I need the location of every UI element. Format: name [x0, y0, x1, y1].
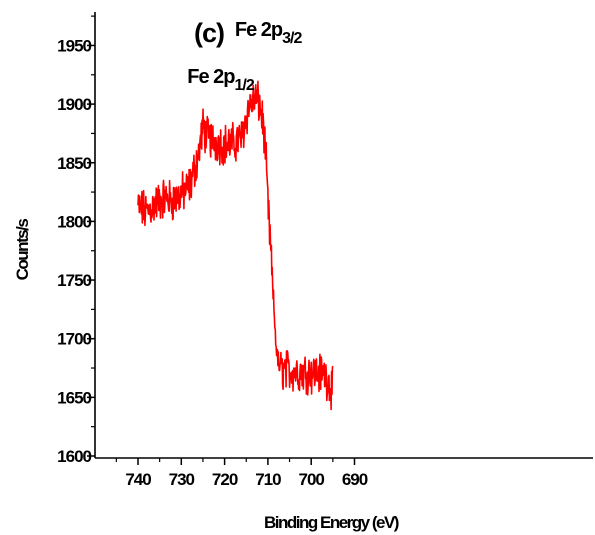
- y-tick-label: 1800: [57, 212, 91, 231]
- y-axis-title: Counts/s: [13, 219, 32, 281]
- panel-label: (c): [194, 18, 224, 48]
- y-tick-label: 1650: [57, 388, 91, 407]
- x-tick-label: 720: [212, 470, 238, 489]
- x-tick-label: 740: [125, 470, 151, 489]
- peak-label-sub: 3/2: [282, 30, 302, 47]
- y-tick-label: 1950: [57, 36, 91, 55]
- spectrum-line: [137, 80, 334, 411]
- x-tick-label: 710: [255, 470, 281, 489]
- peak-label-fe2p-1-2: Fe 2p1/2: [187, 66, 255, 94]
- x-tick-label: 730: [169, 470, 195, 489]
- x-tick-label: 690: [342, 470, 368, 489]
- plot-area: [137, 80, 334, 411]
- y-tick-label: 1700: [57, 330, 91, 349]
- y-tick-label: 1600: [57, 447, 91, 466]
- axes: [94, 12, 593, 459]
- peak-label-fe2p-3-2: Fe 2p3/2: [235, 19, 303, 47]
- x-axis-title: Binding Energy (eV): [264, 513, 399, 532]
- peak-label-sub: 1/2: [235, 77, 255, 94]
- y-tick-label: 1850: [57, 154, 91, 173]
- labels: Binding Energy (eV) Counts/s (c) Fe 2p1/…: [13, 18, 400, 532]
- peak-label-main: Fe 2p: [187, 66, 235, 88]
- y-tick-label: 1750: [57, 271, 91, 290]
- x-tick-label: 700: [299, 470, 325, 489]
- ticks: 1600 1650 1700 1750 1800 1850 1900 1950 740 730 72…: [57, 15, 369, 489]
- y-tick-label: 1900: [57, 95, 91, 114]
- peak-label-main: Fe 2p: [235, 19, 283, 41]
